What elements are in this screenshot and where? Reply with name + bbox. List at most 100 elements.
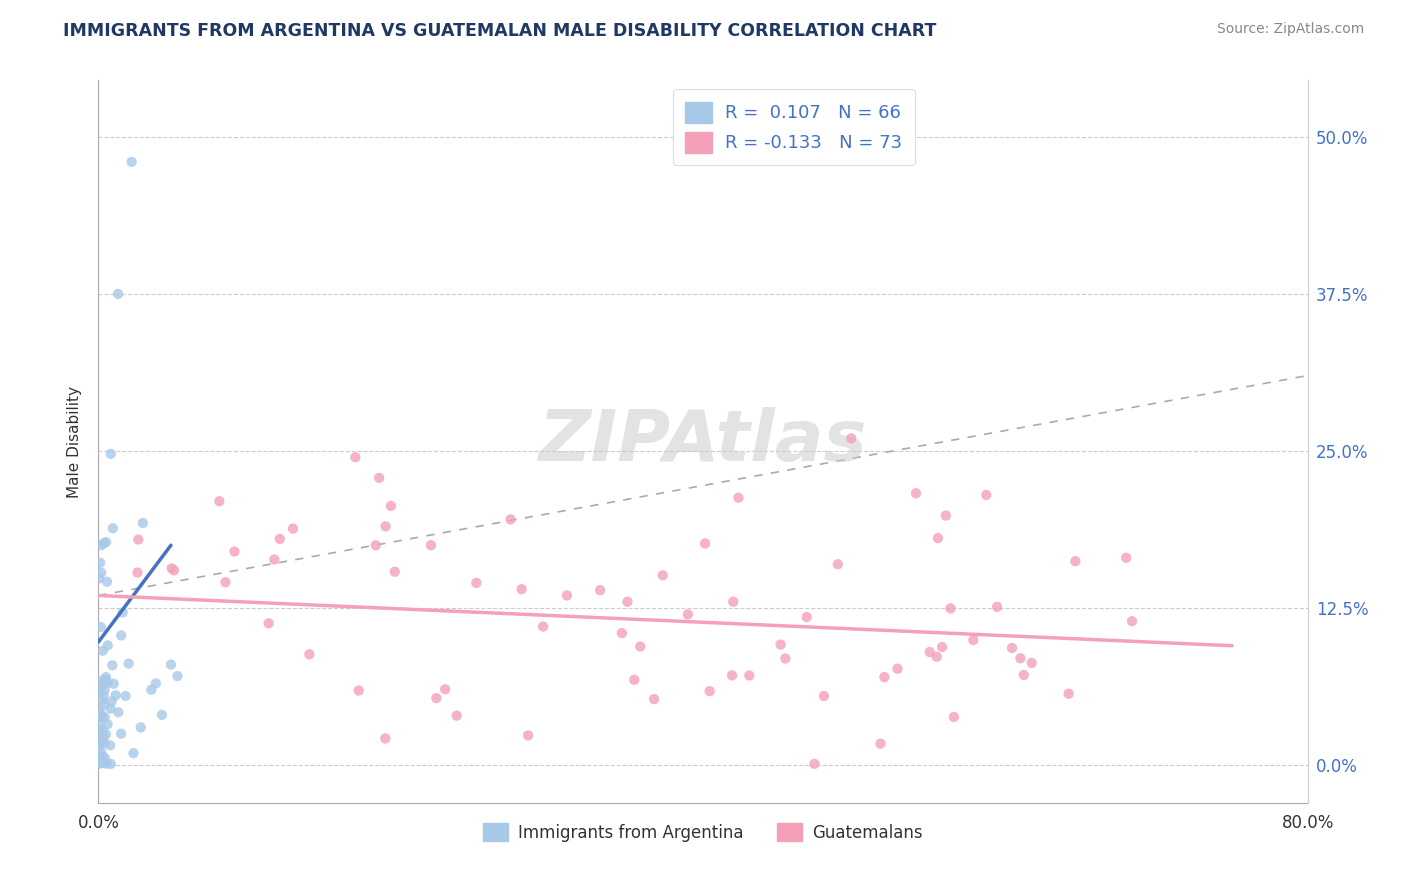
- Point: [89, 726, 111, 740]
- Point: [100, 447, 122, 461]
- Point: [531, 619, 554, 633]
- Point: [281, 522, 304, 536]
- Point: [827, 558, 849, 572]
- Point: [97, 639, 120, 653]
- Point: [555, 589, 578, 603]
- Point: [94, 751, 117, 765]
- Point: [214, 575, 236, 590]
- Point: [101, 521, 124, 535]
- Text: ZIPAtlas: ZIPAtlas: [538, 407, 868, 476]
- Point: [298, 647, 321, 661]
- Point: [723, 595, 745, 609]
- Point: [918, 645, 941, 659]
- Point: [796, 610, 818, 624]
- Point: [100, 694, 122, 708]
- Point: [510, 582, 533, 597]
- Point: [208, 494, 231, 508]
- Point: [434, 682, 457, 697]
- Point: [89, 756, 111, 771]
- Point: [869, 737, 891, 751]
- Y-axis label: Male Disability: Male Disability: [67, 385, 83, 498]
- Point: [839, 431, 862, 445]
- Point: [446, 708, 468, 723]
- Point: [121, 155, 143, 169]
- Point: [368, 471, 391, 485]
- Point: [628, 640, 651, 654]
- Point: [693, 536, 716, 550]
- Point: [727, 491, 749, 505]
- Point: [420, 538, 443, 552]
- Point: [931, 640, 953, 654]
- Point: [129, 720, 152, 734]
- Point: [91, 723, 114, 737]
- Point: [886, 662, 908, 676]
- Point: [98, 739, 121, 753]
- Point: [127, 566, 149, 580]
- Point: [127, 533, 149, 547]
- Point: [93, 683, 115, 698]
- Point: [904, 486, 927, 500]
- Point: [91, 644, 114, 658]
- Point: [939, 601, 962, 615]
- Point: [117, 657, 139, 671]
- Point: [90, 538, 112, 552]
- Point: [132, 516, 155, 530]
- Point: [813, 689, 835, 703]
- Point: [96, 574, 118, 589]
- Point: [122, 746, 145, 760]
- Point: [104, 689, 127, 703]
- Legend: Immigrants from Argentina, Guatemalans: Immigrants from Argentina, Guatemalans: [477, 817, 929, 848]
- Point: [89, 739, 111, 753]
- Point: [942, 710, 965, 724]
- Point: [91, 749, 114, 764]
- Point: [93, 689, 115, 703]
- Point: [374, 731, 396, 746]
- Point: [616, 595, 638, 609]
- Point: [94, 670, 117, 684]
- Point: [224, 544, 246, 558]
- Point: [676, 607, 699, 622]
- Point: [91, 709, 114, 723]
- Point: [263, 552, 285, 566]
- Point: [93, 536, 115, 550]
- Point: [93, 736, 115, 750]
- Point: [110, 727, 132, 741]
- Point: [94, 727, 117, 741]
- Point: [873, 670, 896, 684]
- Point: [1001, 640, 1024, 655]
- Point: [90, 693, 112, 707]
- Point: [97, 675, 120, 690]
- Point: [425, 691, 447, 706]
- Point: [1115, 550, 1137, 565]
- Point: [269, 532, 291, 546]
- Point: [465, 575, 488, 590]
- Point: [110, 628, 132, 642]
- Point: [90, 566, 112, 580]
- Point: [90, 745, 112, 759]
- Point: [974, 488, 997, 502]
- Point: [651, 568, 673, 582]
- Point: [699, 684, 721, 698]
- Point: [927, 531, 949, 545]
- Point: [150, 707, 173, 722]
- Point: [89, 556, 111, 570]
- Point: [89, 748, 111, 763]
- Point: [775, 651, 797, 665]
- Point: [89, 684, 111, 698]
- Point: [91, 756, 114, 770]
- Point: [1010, 651, 1032, 665]
- Point: [145, 676, 167, 690]
- Point: [384, 565, 406, 579]
- Point: [499, 512, 522, 526]
- Point: [589, 583, 612, 598]
- Point: [93, 698, 115, 712]
- Point: [111, 606, 134, 620]
- Point: [89, 710, 111, 724]
- Point: [96, 756, 118, 771]
- Point: [103, 677, 125, 691]
- Point: [364, 538, 387, 552]
- Point: [610, 626, 633, 640]
- Text: IMMIGRANTS FROM ARGENTINA VS GUATEMALAN MALE DISABILITY CORRELATION CHART: IMMIGRANTS FROM ARGENTINA VS GUATEMALAN …: [63, 22, 936, 40]
- Point: [100, 701, 122, 715]
- Point: [160, 561, 183, 575]
